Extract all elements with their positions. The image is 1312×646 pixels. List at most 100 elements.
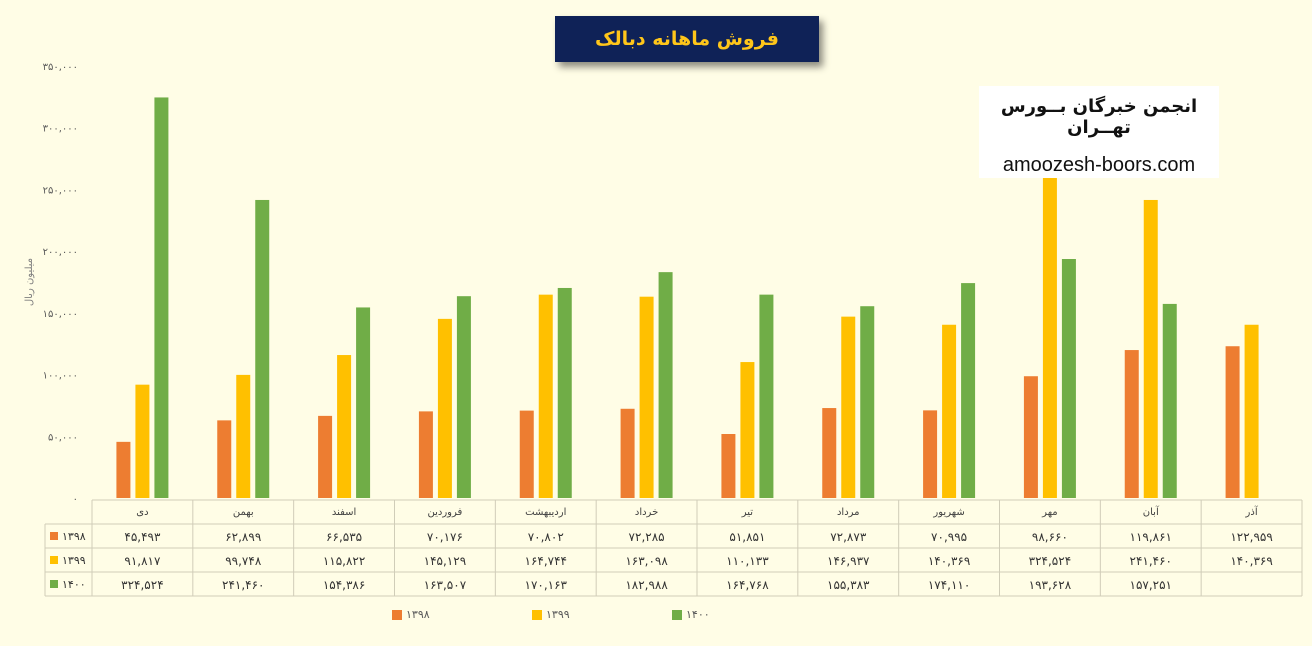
data-label: ۷۰,۱۷۶: [427, 530, 463, 544]
data-label: ۱۴۶,۹۳۷: [827, 554, 870, 568]
bar: [961, 283, 976, 498]
data-label: ۹۹,۷۴۸: [225, 554, 262, 568]
y-tick-label: ۰: [73, 494, 78, 505]
chart-title: فروش ماهانه دبالک: [595, 28, 779, 50]
bar: [860, 306, 875, 498]
series-name: ۱۳۹۹: [62, 554, 86, 567]
bar: [154, 97, 169, 498]
bar: [557, 287, 572, 498]
bar: [456, 296, 471, 498]
data-label: ۱۵۴,۳۸۶: [323, 578, 366, 592]
y-tick-label: ۱۰۰,۰۰۰: [43, 371, 78, 382]
data-label: ۹۸,۶۶۰: [1032, 530, 1068, 544]
data-label: ۱۷۴,۱۱۰: [928, 578, 971, 592]
brand-name: انجمن خبرگان بــورس تهــران: [1000, 96, 1198, 138]
category-label: مهر: [1041, 507, 1057, 518]
legend-label: ۱۳۹۸: [406, 608, 430, 621]
data-label: ۲۴۱,۴۶۰: [1130, 554, 1173, 568]
legend-label: ۱۳۹۹: [546, 608, 570, 621]
data-label: ۷۲,۲۸۵: [629, 530, 665, 544]
data-label: ۷۰,۹۹۵: [931, 530, 967, 544]
bar: [639, 296, 654, 498]
data-label: ۱۴۰,۳۶۹: [928, 554, 971, 568]
bar: [942, 324, 957, 498]
data-label: ۷۰,۸۰۲: [528, 530, 564, 544]
legend-swatch: [672, 610, 682, 620]
bar: [1143, 199, 1158, 499]
data-label: ۹۱,۸۱۷: [124, 554, 161, 568]
data-label: ۱۵۵,۳۸۳: [827, 578, 870, 592]
bar: [1225, 346, 1240, 498]
category-label: آذر: [1245, 505, 1259, 518]
brand-site: amoozesh-boors.com: [1002, 154, 1196, 176]
bar: [1023, 376, 1038, 498]
y-tick-label: ۳۰۰,۰۰۰: [43, 124, 78, 135]
series-key: [50, 532, 58, 540]
data-label: ۱۷۰,۱۶۳: [525, 578, 568, 592]
category-label: شهریور: [932, 507, 964, 518]
series-key: [50, 580, 58, 588]
bar: [538, 294, 553, 498]
bar: [658, 272, 673, 498]
bar: [620, 408, 635, 498]
data-label: ۱۶۳,۰۹۸: [625, 554, 668, 568]
category-label: فروردین: [428, 507, 463, 518]
chart-title-box: فروش ماهانه دبالک: [555, 16, 819, 62]
brand-box: انجمن خبرگان بــورس تهــران amoozesh-boo…: [979, 86, 1219, 178]
bar: [519, 410, 534, 498]
data-label: ۴۵,۴۹۳: [124, 530, 161, 544]
bar: [1061, 259, 1076, 498]
data-label: ۱۵۷,۲۵۱: [1130, 578, 1173, 592]
legend-swatch: [532, 610, 542, 620]
bar: [740, 362, 755, 498]
bar: [337, 355, 352, 498]
data-label: ۱۴۵,۱۲۹: [424, 554, 467, 568]
bar: [822, 408, 837, 498]
category-label: دی: [136, 507, 148, 518]
category-label: تیر: [741, 507, 754, 518]
bar: [1244, 324, 1259, 498]
category-label: اسفند: [332, 507, 356, 518]
series-name: ۱۴۰۰: [62, 578, 86, 591]
bar: [236, 374, 251, 498]
bar: [318, 415, 333, 498]
y-tick-label: ۱۵۰,۰۰۰: [43, 309, 78, 320]
y-tick-label: ۵۰,۰۰۰: [48, 432, 78, 443]
y-axis-label: میلیون ریال: [24, 258, 35, 306]
bar: [418, 411, 433, 498]
bar: [1162, 303, 1177, 498]
bar: [841, 316, 856, 498]
data-label: ۱۱۹,۸۶۱: [1130, 530, 1173, 544]
data-label: ۳۲۴,۵۲۴: [121, 578, 164, 592]
legend-swatch: [392, 610, 402, 620]
data-label: ۵۱,۸۵۱: [729, 530, 765, 544]
category-label: مرداد: [837, 507, 860, 518]
legend-label: ۱۴۰۰: [686, 608, 710, 621]
bar: [721, 434, 736, 498]
bar: [356, 307, 371, 498]
bar: [759, 294, 774, 498]
bar: [135, 384, 150, 498]
data-label: ۶۶,۵۳۵: [326, 530, 362, 544]
data-label: ۱۱۰,۱۳۳: [726, 554, 769, 568]
data-label: ۱۱۵,۸۲۲: [323, 554, 366, 568]
data-label: ۱۲۲,۹۵۹: [1230, 530, 1273, 544]
bar: [1124, 350, 1139, 498]
category-label: بهمن: [233, 507, 254, 518]
data-label: ۶۲,۸۹۹: [225, 530, 261, 544]
data-label: ۷۲,۸۷۳: [830, 530, 867, 544]
bar: [255, 199, 270, 499]
series-name: ۱۳۹۸: [62, 530, 86, 543]
series-key: [50, 556, 58, 564]
bar: [1042, 97, 1057, 498]
data-label: ۳۲۴,۵۲۴: [1029, 554, 1072, 568]
data-label: ۱۸۲,۹۸۸: [625, 578, 668, 592]
y-tick-label: ۲۰۰,۰۰۰: [43, 247, 78, 258]
y-tick-label: ۲۵۰,۰۰۰: [43, 185, 78, 196]
bar: [116, 441, 131, 498]
bar: [217, 420, 232, 498]
data-label: ۱۴۰,۳۶۹: [1230, 554, 1273, 568]
category-label: آبان: [1143, 505, 1160, 518]
data-label: ۲۴۱,۴۶۰: [222, 578, 265, 592]
